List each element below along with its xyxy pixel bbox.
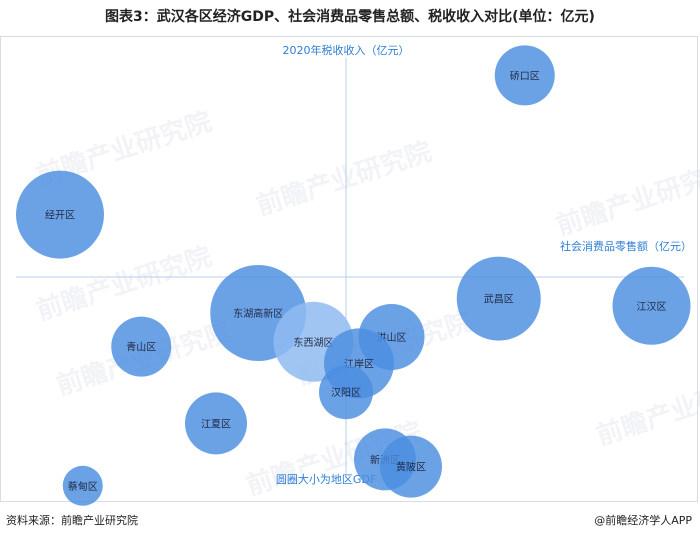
bubble-label-3: 江汉区	[637, 301, 667, 313]
bubble-13	[62, 465, 103, 506]
bubble-1	[16, 170, 104, 259]
bubble-10	[185, 392, 247, 455]
bubble-label-9: 汉阳区	[331, 387, 361, 399]
x-axis-title: 社会消费品零售额（亿元）	[560, 239, 692, 253]
bubble-label-0: 硚口区	[510, 70, 540, 82]
brand-note: @前瞻经济学人APP	[594, 514, 692, 527]
bubble-label-6: 青山区	[126, 341, 156, 354]
bubble-label-4: 东湖高新区	[233, 307, 283, 320]
bubble-label-1: 经开区	[45, 209, 75, 222]
size-legend-note: 圆圈大小为地区GDF	[276, 472, 376, 486]
watermark-2: 前瞻产业研究院	[553, 156, 700, 242]
chart-frame	[0, 36, 698, 502]
watermark-1: 前瞻产业研究院	[253, 136, 436, 222]
bubble-9	[319, 365, 373, 420]
bubble-label-12: 黄陂区	[396, 461, 426, 474]
bubble-label-2: 武昌区	[484, 293, 514, 306]
bubble-0	[494, 45, 555, 106]
bubble-label-5: 东西湖区	[294, 336, 334, 349]
bubble-2	[456, 256, 541, 341]
bubble-6	[111, 316, 172, 377]
y-axis-title: 2020年税收收入（亿元）	[283, 43, 410, 57]
bubble-label-13: 蔡甸区	[68, 480, 98, 493]
watermark-6: 前瞻产业研究院	[593, 366, 700, 452]
bubble-label-10: 江夏区	[201, 418, 231, 430]
bubble-12	[380, 435, 442, 498]
bubble-3	[612, 266, 691, 345]
chart-title: 图表3：武汉各区经济GDP、社会消费品零售总额、税收收入对比(单位：亿元)	[105, 9, 595, 25]
source-note: 资料来源：前瞻产业研究院	[6, 514, 138, 527]
